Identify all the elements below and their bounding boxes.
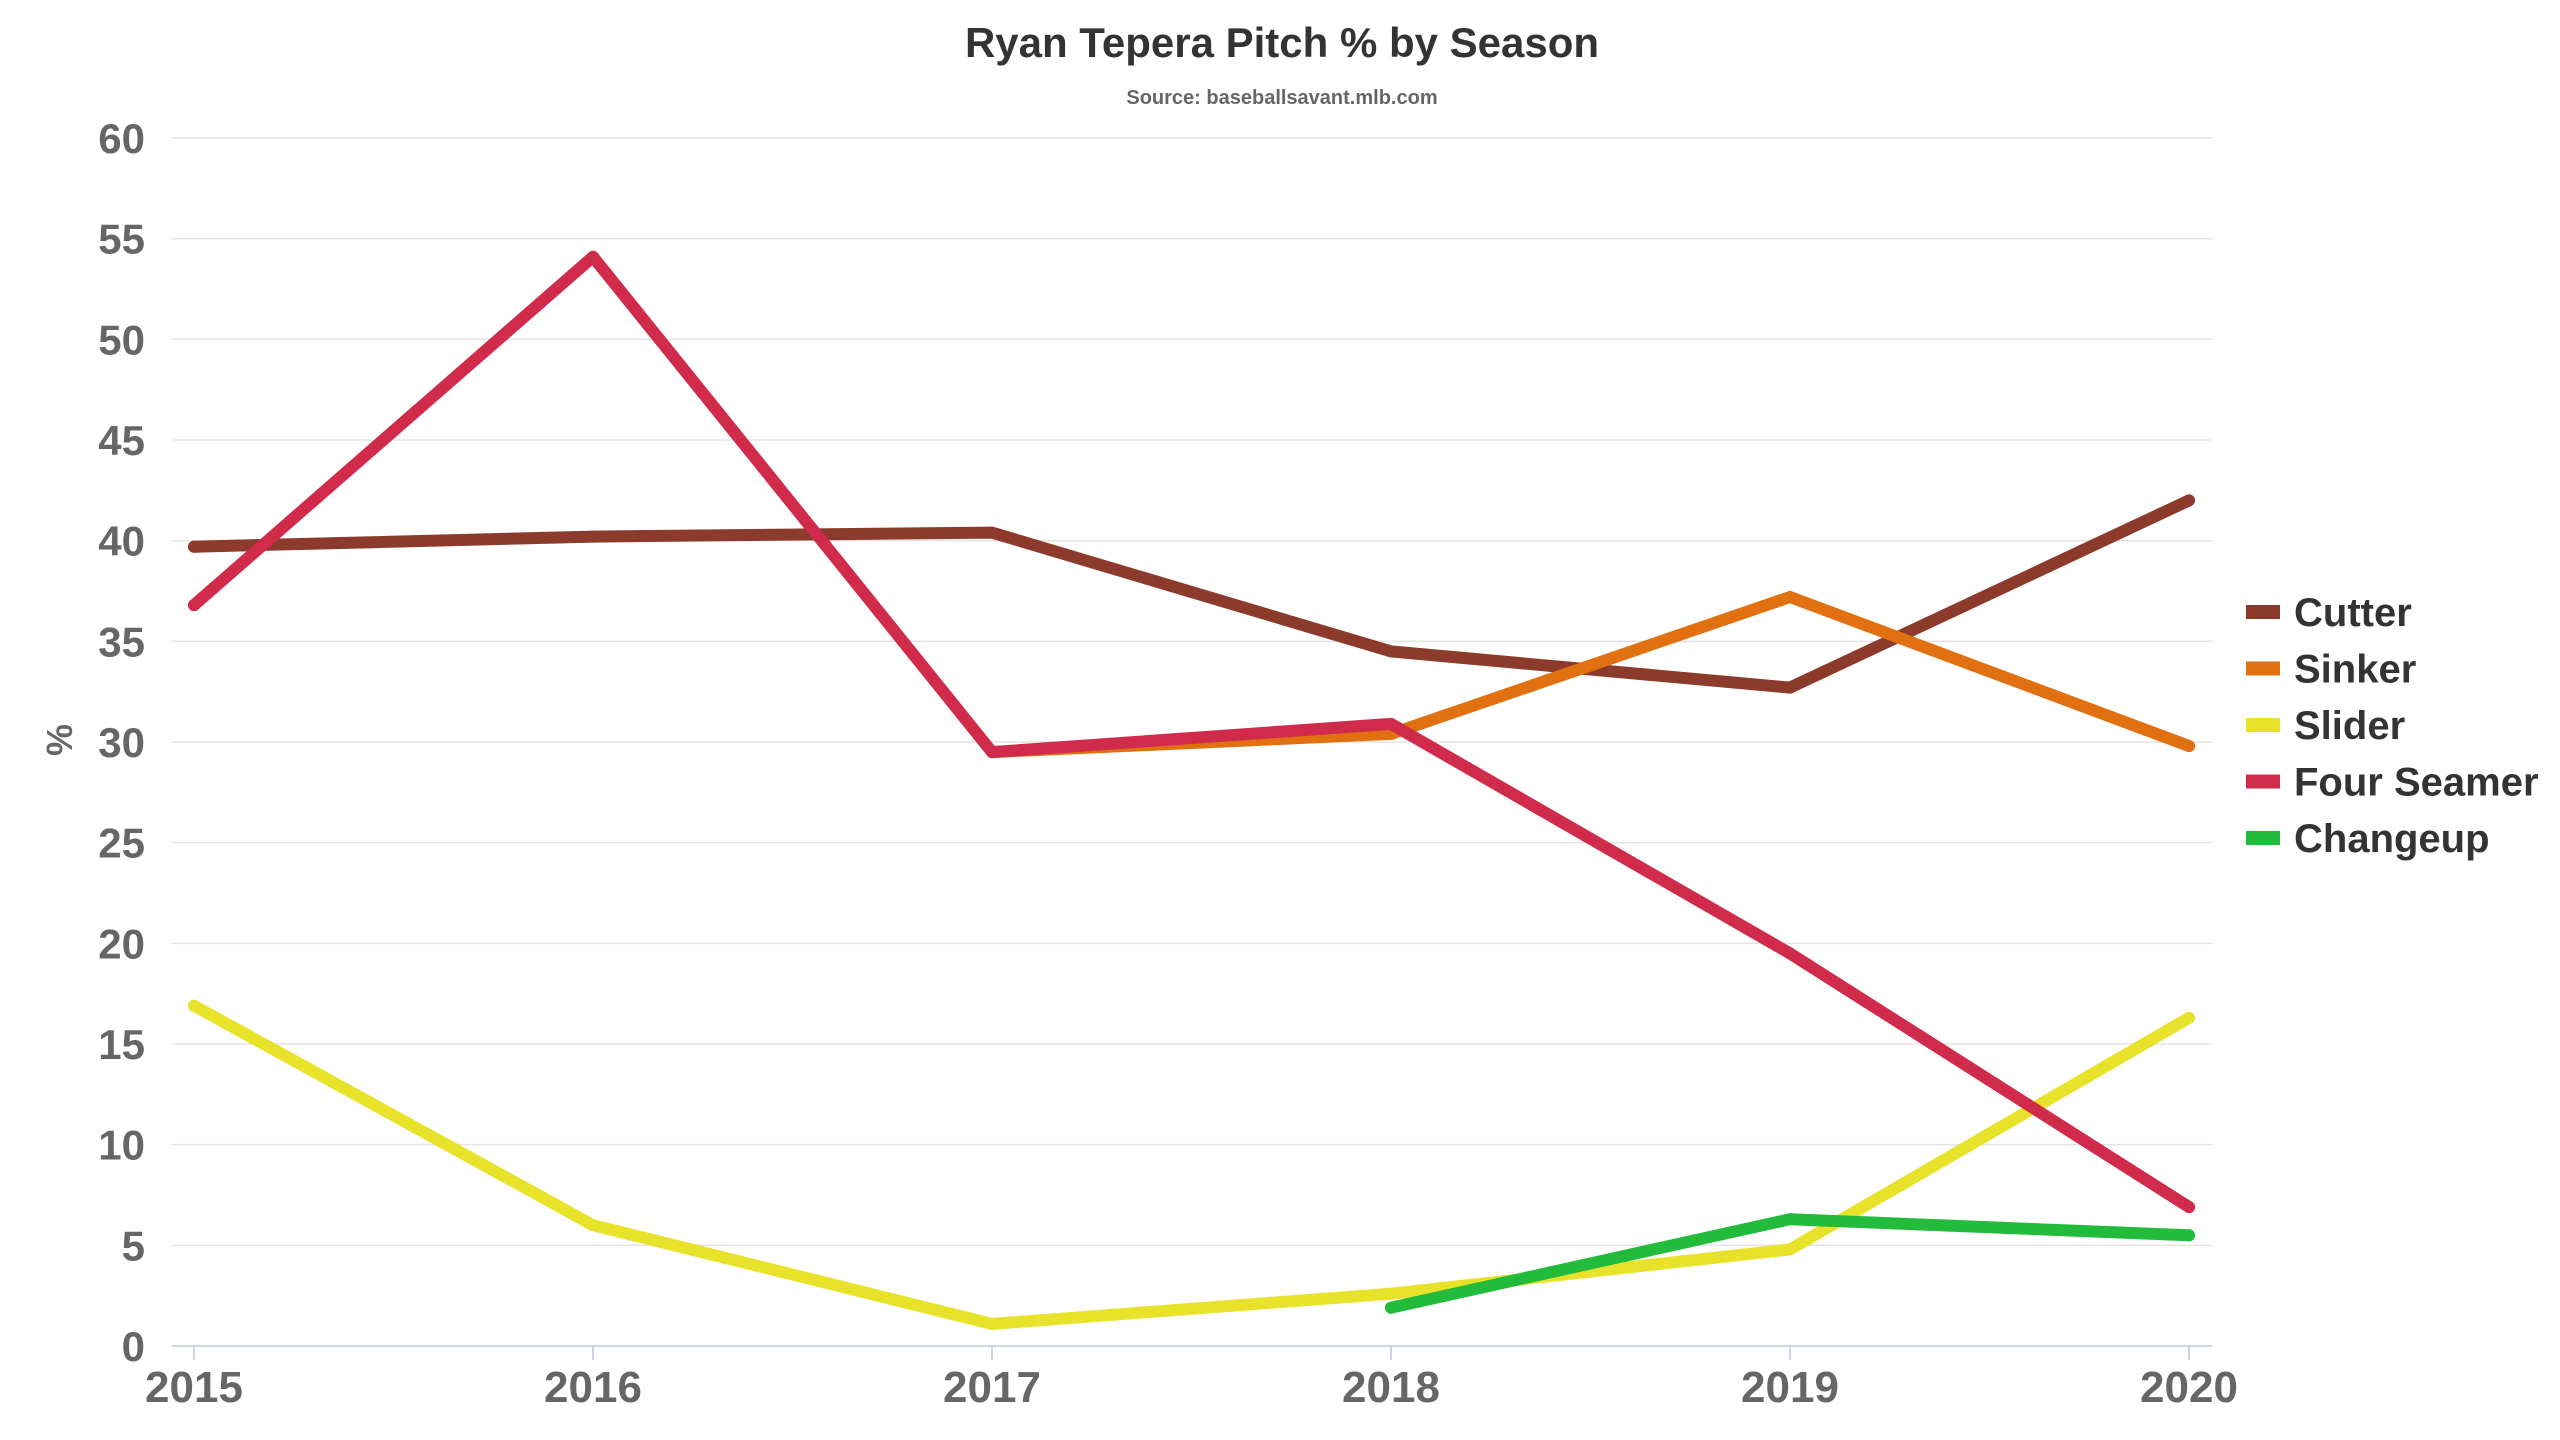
y-tick-label: 15	[98, 1021, 145, 1068]
data-point-sinker	[2183, 740, 2195, 753]
x-tick-label: 2018	[1342, 1363, 1440, 1412]
chart-title: Ryan Tepera Pitch % by Season	[965, 19, 1599, 66]
x-tick-label: 2015	[145, 1363, 243, 1412]
y-tick-label: 60	[98, 115, 145, 162]
data-point-four-seamer	[2183, 1201, 2195, 1214]
series-line-cutter	[188, 494, 2195, 694]
data-point-slider	[1385, 1287, 1397, 1300]
y-tick-label: 0	[122, 1323, 145, 1370]
x-tick-label: 2016	[544, 1363, 642, 1412]
data-point-cutter	[2183, 494, 2195, 507]
data-point-cutter	[986, 526, 998, 539]
legend-label: Changeup	[2294, 817, 2490, 861]
data-point-four-seamer	[1385, 717, 1397, 730]
legend-label: Four Seamer	[2294, 761, 2539, 805]
y-tick-label: 40	[98, 518, 145, 565]
legend-item-cutter[interactable]: Cutter	[2246, 591, 2412, 635]
series-line-four-seamer	[188, 250, 2195, 1214]
legend-item-changeup[interactable]: Changeup	[2246, 817, 2490, 861]
x-tick-label: 2020	[2140, 1363, 2238, 1412]
data-point-cutter	[1385, 645, 1397, 658]
series-line-changeup	[1385, 1213, 2195, 1314]
series-lines	[188, 250, 2195, 1330]
y-tick-label: 35	[98, 618, 145, 665]
legend-swatch	[2246, 831, 2280, 845]
legend-label: Slider	[2294, 704, 2405, 748]
data-point-changeup	[1784, 1213, 1796, 1226]
data-point-slider	[986, 1317, 998, 1330]
y-tick-label: 45	[98, 417, 145, 464]
data-point-four-seamer	[188, 599, 200, 612]
data-point-slider	[188, 999, 200, 1012]
data-point-cutter	[188, 540, 200, 553]
y-tick-label: 20	[98, 920, 145, 967]
data-point-changeup	[2183, 1229, 2195, 1242]
gridlines	[172, 137, 2212, 1247]
legend-label: Sinker	[2294, 648, 2416, 692]
legend[interactable]: Cutter Sinker Slider Four Seamer Changeup	[2246, 591, 2539, 861]
data-point-changeup	[1385, 1301, 1397, 1314]
chart-subtitle: Source: baseballsavant.mlb.com	[1126, 87, 1437, 109]
legend-item-four-seamer[interactable]: Four Seamer	[2246, 761, 2539, 805]
y-tick-label: 25	[98, 820, 145, 867]
y-axis-label: %	[39, 724, 80, 756]
legend-swatch	[2246, 605, 2280, 619]
legend-item-slider[interactable]: Slider	[2246, 704, 2405, 748]
x-tick-label: 2019	[1741, 1363, 1839, 1412]
data-point-slider	[587, 1219, 599, 1232]
data-point-cutter	[587, 530, 599, 543]
y-tick-label: 55	[98, 216, 145, 263]
y-tick-label: 10	[98, 1122, 145, 1169]
series-line-slider	[188, 999, 2195, 1330]
data-point-four-seamer	[587, 250, 599, 263]
x-tick-label: 2017	[943, 1363, 1041, 1412]
data-point-slider	[2183, 1011, 2195, 1024]
legend-swatch	[2246, 774, 2280, 789]
legend-item-sinker[interactable]: Sinker	[2246, 648, 2416, 692]
legend-swatch	[2246, 718, 2280, 732]
legend-label: Cutter	[2294, 591, 2412, 635]
data-point-four-seamer	[1784, 947, 1796, 960]
x-axis: 2015 2016 2017 2018 2019 2020	[145, 1345, 2238, 1412]
data-point-cutter	[1784, 681, 1796, 694]
y-axis-ticks: 0 5 10 15 20 25 30 35 40 45 50 55 60	[98, 115, 145, 1370]
data-point-sinker	[1784, 591, 1796, 604]
data-point-slider	[1784, 1243, 1796, 1256]
y-tick-label: 5	[122, 1222, 145, 1269]
legend-swatch	[2246, 661, 2280, 676]
y-tick-label: 30	[98, 719, 145, 766]
data-point-four-seamer	[986, 746, 998, 759]
y-tick-label: 50	[98, 316, 145, 363]
